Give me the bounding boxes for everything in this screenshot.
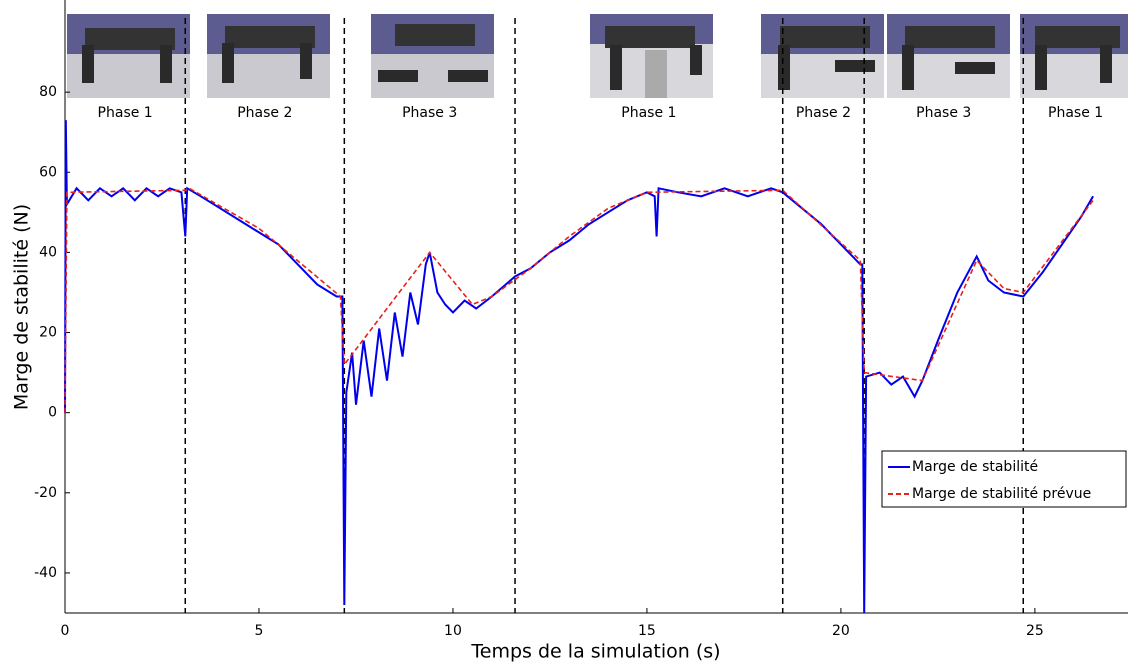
thumbnail [207, 14, 330, 98]
thumbnail [1020, 14, 1128, 98]
y-tick-label: 40 [39, 244, 57, 260]
y-tick-label: -20 [34, 485, 57, 501]
thumbnail [887, 14, 1010, 98]
phase-label: Phase 1 [98, 105, 153, 121]
series-line [64, 120, 1094, 614]
thumbnail [761, 14, 884, 98]
phase-label: Phase 1 [621, 105, 676, 121]
y-tick-label: 0 [48, 405, 57, 421]
x-tick-label: 15 [638, 623, 656, 639]
phase-label-bg [226, 102, 303, 124]
thumbnail [590, 14, 713, 98]
x-tick-label: 20 [832, 623, 850, 639]
phase-label-bg [1037, 102, 1114, 124]
x-tick-label: 10 [444, 623, 462, 639]
phase-label-bg [87, 102, 164, 124]
phase-label: Phase 3 [916, 105, 971, 121]
phase-label-bg [610, 102, 687, 124]
phase-label: Phase 1 [1048, 105, 1103, 121]
phase-label: Phase 3 [402, 105, 457, 121]
phase-label: Phase 2 [237, 105, 292, 121]
legend-box [881, 450, 1127, 508]
legend-label: Marge de stabilité prévue [912, 486, 1091, 502]
phase-label-bg [905, 102, 982, 124]
y-tick-label: 80 [39, 84, 57, 100]
thumbnails [67, 14, 1128, 98]
x-tick-label: 5 [255, 623, 264, 639]
thumbnail [371, 14, 494, 98]
y-tick-label: 20 [39, 325, 57, 341]
phase-label-bg [391, 102, 468, 124]
thumbnail [67, 14, 190, 98]
y-tick-label: 60 [39, 164, 57, 180]
y-axis-label: Marge de stabilité (N) [11, 204, 33, 410]
x-axis-label: Temps de la simulation (s) [470, 641, 720, 663]
phase-label: Phase 2 [796, 105, 851, 121]
x-tick-label: 25 [1026, 623, 1044, 639]
y-tick-label: -40 [34, 565, 57, 581]
phase-label-bg [785, 102, 862, 124]
legend-label: Marge de stabilité [912, 459, 1038, 475]
series-line [64, 187, 1094, 413]
x-tick-label: 0 [61, 623, 70, 639]
